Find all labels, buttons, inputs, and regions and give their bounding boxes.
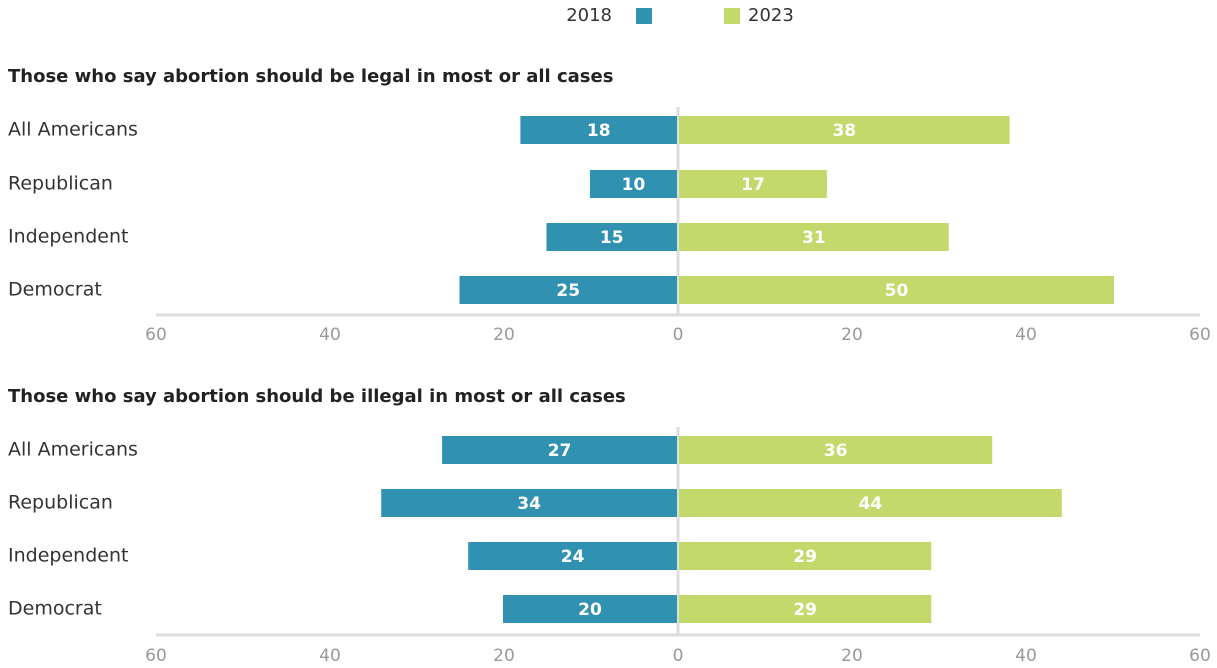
value-label: 15 bbox=[600, 228, 624, 248]
bar bbox=[442, 436, 677, 464]
bar bbox=[503, 595, 677, 623]
category-label: Democrat bbox=[8, 279, 102, 301]
bar bbox=[679, 276, 1114, 304]
category-label: Republican bbox=[8, 173, 113, 195]
category-label: All Americans bbox=[8, 439, 138, 461]
value-label: 29 bbox=[793, 600, 817, 620]
x-tick-label: 40 bbox=[319, 646, 341, 666]
value-label: 31 bbox=[802, 228, 826, 248]
x-tick-label: 20 bbox=[841, 325, 863, 345]
value-label: 44 bbox=[859, 494, 883, 514]
x-tick-label: 40 bbox=[319, 325, 341, 345]
legend-swatch bbox=[636, 8, 652, 24]
x-tick-label: 20 bbox=[493, 646, 515, 666]
bar bbox=[590, 170, 677, 198]
bar bbox=[381, 489, 677, 517]
value-label: 18 bbox=[587, 121, 611, 141]
category-label: All Americans bbox=[8, 119, 138, 141]
x-tick-label: 60 bbox=[145, 646, 167, 666]
category-label: Independent bbox=[8, 226, 128, 248]
bar bbox=[679, 542, 932, 570]
value-label: 38 bbox=[832, 121, 856, 141]
bar bbox=[459, 276, 677, 304]
value-label: 20 bbox=[578, 600, 602, 620]
value-label: 29 bbox=[793, 547, 817, 567]
category-label: Independent bbox=[8, 545, 128, 567]
x-tick-label: 0 bbox=[673, 325, 684, 345]
legend-swatch bbox=[724, 8, 740, 24]
x-tick-label: 20 bbox=[493, 325, 515, 345]
legend-label: 2023 bbox=[748, 5, 794, 26]
bar bbox=[679, 489, 1062, 517]
value-label: 10 bbox=[622, 175, 646, 195]
x-tick-label: 60 bbox=[1189, 325, 1211, 345]
x-tick-label: 60 bbox=[145, 325, 167, 345]
category-label: Democrat bbox=[8, 598, 102, 620]
value-label: 17 bbox=[741, 175, 765, 195]
x-tick-label: 40 bbox=[1015, 325, 1037, 345]
x-tick-label: 60 bbox=[1189, 646, 1211, 666]
bar bbox=[679, 595, 932, 623]
value-label: 25 bbox=[556, 281, 580, 301]
legend-label: 2018 bbox=[566, 5, 612, 26]
panel-title: Those who say abortion should be legal i… bbox=[8, 66, 613, 87]
value-label: 34 bbox=[517, 494, 541, 514]
x-tick-label: 40 bbox=[1015, 646, 1037, 666]
bar bbox=[468, 542, 677, 570]
value-label: 36 bbox=[824, 441, 848, 461]
bar bbox=[679, 223, 949, 251]
value-label: 27 bbox=[548, 441, 572, 461]
bar bbox=[679, 116, 1010, 144]
bar bbox=[520, 116, 677, 144]
bar bbox=[546, 223, 677, 251]
x-tick-label: 20 bbox=[841, 646, 863, 666]
x-tick-label: 0 bbox=[673, 646, 684, 666]
value-label: 50 bbox=[885, 281, 909, 301]
bar bbox=[679, 170, 827, 198]
category-label: Republican bbox=[8, 492, 113, 514]
value-label: 24 bbox=[561, 547, 585, 567]
bar bbox=[679, 436, 993, 464]
panel-title: Those who say abortion should be illegal… bbox=[8, 386, 626, 407]
